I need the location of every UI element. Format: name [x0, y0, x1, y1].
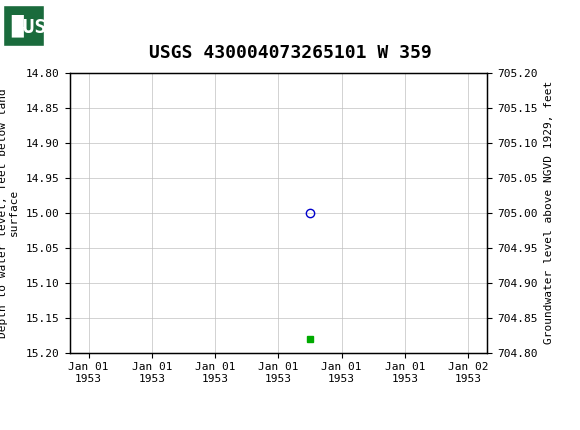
Y-axis label: Groundwater level above NGVD 1929, feet: Groundwater level above NGVD 1929, feet: [545, 81, 554, 344]
FancyBboxPatch shape: [3, 5, 43, 46]
Text: █USGS: █USGS: [12, 15, 70, 37]
Text: USGS 430004073265101 W 359: USGS 430004073265101 W 359: [148, 44, 432, 62]
Y-axis label: Depth to water level, feet below land
surface: Depth to water level, feet below land su…: [0, 88, 19, 338]
